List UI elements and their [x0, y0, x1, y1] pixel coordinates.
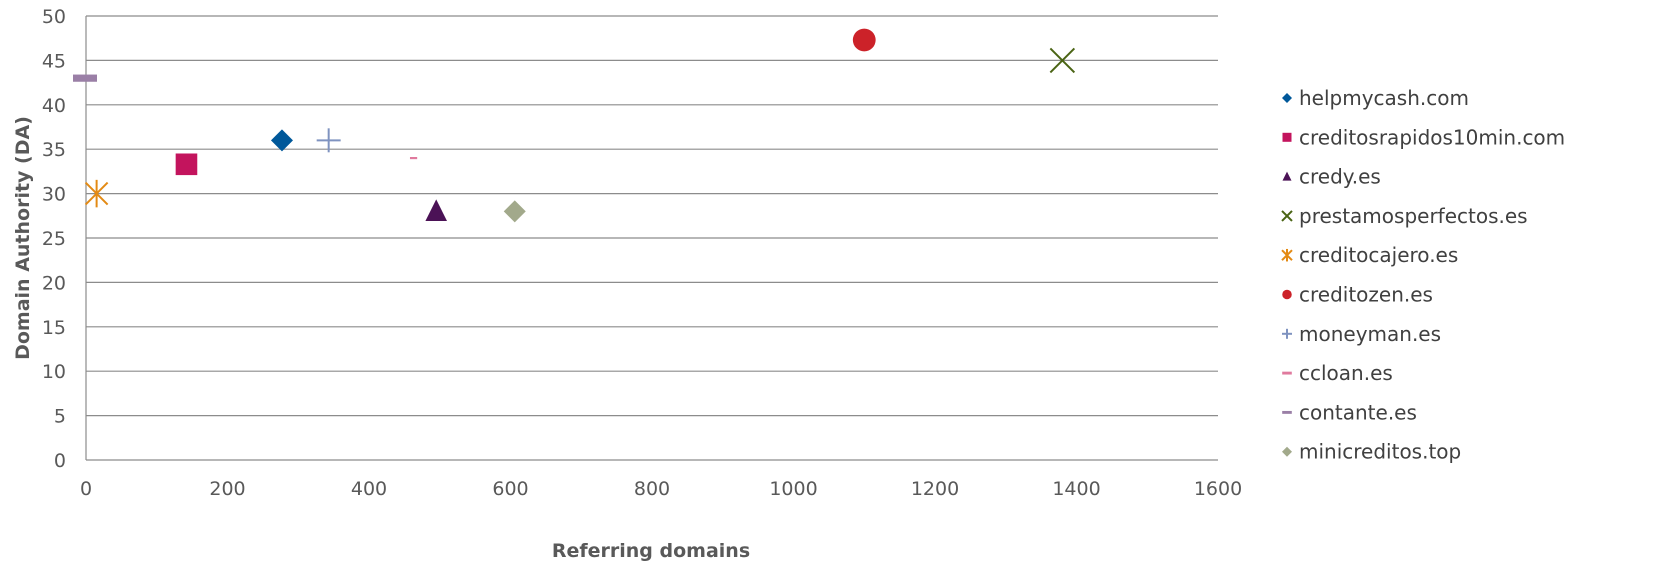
legend-label: contante.es: [1299, 400, 1417, 424]
legend-label: minicreditos.top: [1299, 440, 1461, 464]
legend-marker-icon: [1282, 446, 1292, 457]
y-tick-label: 50: [42, 6, 66, 28]
gridlines: [85, 15, 1218, 461]
x-axis-title: Referring domains: [552, 540, 750, 562]
data-point: [270, 129, 293, 152]
y-axis-title: Domain Authority (DA): [12, 116, 34, 360]
legend-label: prestamosperfectos.es: [1299, 204, 1528, 228]
x-tick-label: 1000: [769, 478, 817, 500]
legend-item: creditozen.es: [1282, 283, 1433, 307]
legend-label: creditozen.es: [1299, 283, 1433, 307]
x-tick-label: 0: [80, 478, 92, 500]
data-point: [409, 157, 418, 160]
x-tick-labels: 0 200 400 600 800 1000 1200 1400 1600: [80, 478, 1242, 500]
y-tick-label: 10: [42, 361, 66, 383]
x-tick-label: 800: [634, 478, 670, 500]
y-tick-label: 40: [42, 95, 66, 117]
legend: helpmycash.com creditosrapidos10min.com cr…: [1281, 86, 1565, 464]
legend-marker-icon: [1282, 328, 1292, 339]
y-tick-label: 5: [54, 406, 66, 428]
data-point: [73, 74, 97, 82]
y-tick-label: 0: [54, 450, 66, 472]
y-tick-labels: 0 5 10 15 20 25 30 35 40 45 50: [42, 6, 66, 472]
legend-item: credy.es: [1282, 165, 1381, 189]
y-tick-label: 45: [42, 50, 66, 72]
legend-marker-icon: [1282, 371, 1292, 375]
legend-marker-icon: [1282, 410, 1292, 414]
y-tick-label: 30: [42, 184, 66, 206]
legend-label: creditocajero.es: [1299, 243, 1458, 267]
y-tick-label: 25: [42, 228, 66, 250]
data-point: [1049, 47, 1076, 74]
legend-label: ccloan.es: [1299, 361, 1393, 385]
legend-marker-icon: [1282, 171, 1292, 181]
y-tick-label: 15: [42, 317, 66, 339]
x-tick-label: 400: [351, 478, 387, 500]
legend-label: helpmycash.com: [1299, 86, 1469, 110]
legend-item: moneyman.es: [1282, 322, 1441, 346]
legend-item: creditosrapidos10min.com: [1282, 125, 1565, 149]
data-point: [84, 179, 109, 208]
y-tick-label: 20: [42, 272, 66, 294]
x-tick-label: 1600: [1194, 478, 1242, 500]
legend-marker-icon: [1282, 93, 1292, 103]
data-point: [316, 128, 341, 153]
x-tick-label: 200: [209, 478, 245, 500]
data-point: [852, 28, 876, 52]
data-point: [425, 199, 448, 221]
legend-label: creditosrapidos10min.com: [1299, 125, 1565, 149]
legend-marker-icon: [1281, 248, 1293, 262]
x-tick-label: 600: [492, 478, 528, 500]
legend-label: credy.es: [1299, 165, 1381, 189]
data-points: [73, 28, 1076, 223]
x-tick-label: 1400: [1052, 478, 1100, 500]
data-point: [175, 153, 198, 176]
data-point: [503, 200, 526, 223]
y-tick-label: 35: [42, 139, 66, 161]
legend-item: creditocajero.es: [1281, 243, 1458, 267]
legend-marker-icon: [1282, 132, 1292, 142]
legend-marker-icon: [1282, 289, 1292, 300]
legend-item: minicreditos.top: [1282, 440, 1461, 464]
legend-label: moneyman.es: [1299, 322, 1441, 346]
legend-item: ccloan.es: [1282, 361, 1393, 385]
legend-marker-icon: [1281, 210, 1293, 222]
x-tick-label: 1200: [911, 478, 959, 500]
legend-item: contante.es: [1282, 400, 1417, 424]
legend-item: helpmycash.com: [1282, 86, 1469, 110]
legend-item: prestamosperfectos.es: [1281, 204, 1528, 228]
